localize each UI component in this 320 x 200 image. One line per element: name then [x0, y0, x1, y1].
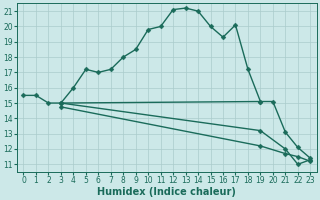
X-axis label: Humidex (Indice chaleur): Humidex (Indice chaleur) [98, 187, 236, 197]
